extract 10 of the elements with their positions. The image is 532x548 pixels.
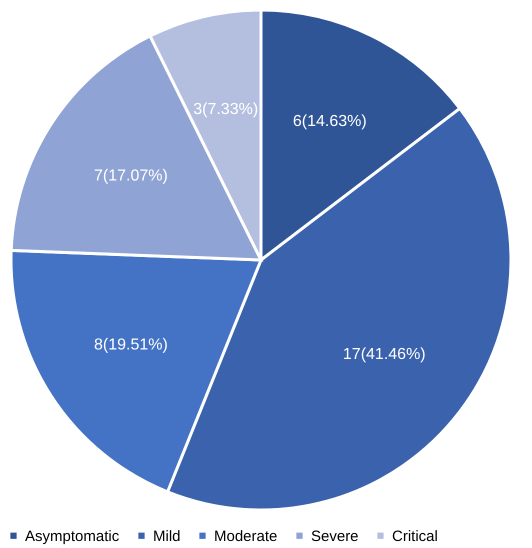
- data-label: 8(19.51%): [94, 336, 168, 354]
- data-label: 7(17.07%): [94, 168, 168, 185]
- data-label: 3(7.33%): [193, 101, 258, 118]
- legend-label: Moderate: [214, 528, 278, 545]
- data-label: 6(14.63%): [292, 113, 367, 130]
- legend-label: Asymptomatic: [25, 528, 120, 545]
- data-label: 17(41.46%): [342, 346, 426, 363]
- legend-label: Critical: [392, 528, 438, 545]
- legend-label: Mild: [153, 528, 181, 545]
- legend-label: Severe: [311, 528, 359, 545]
